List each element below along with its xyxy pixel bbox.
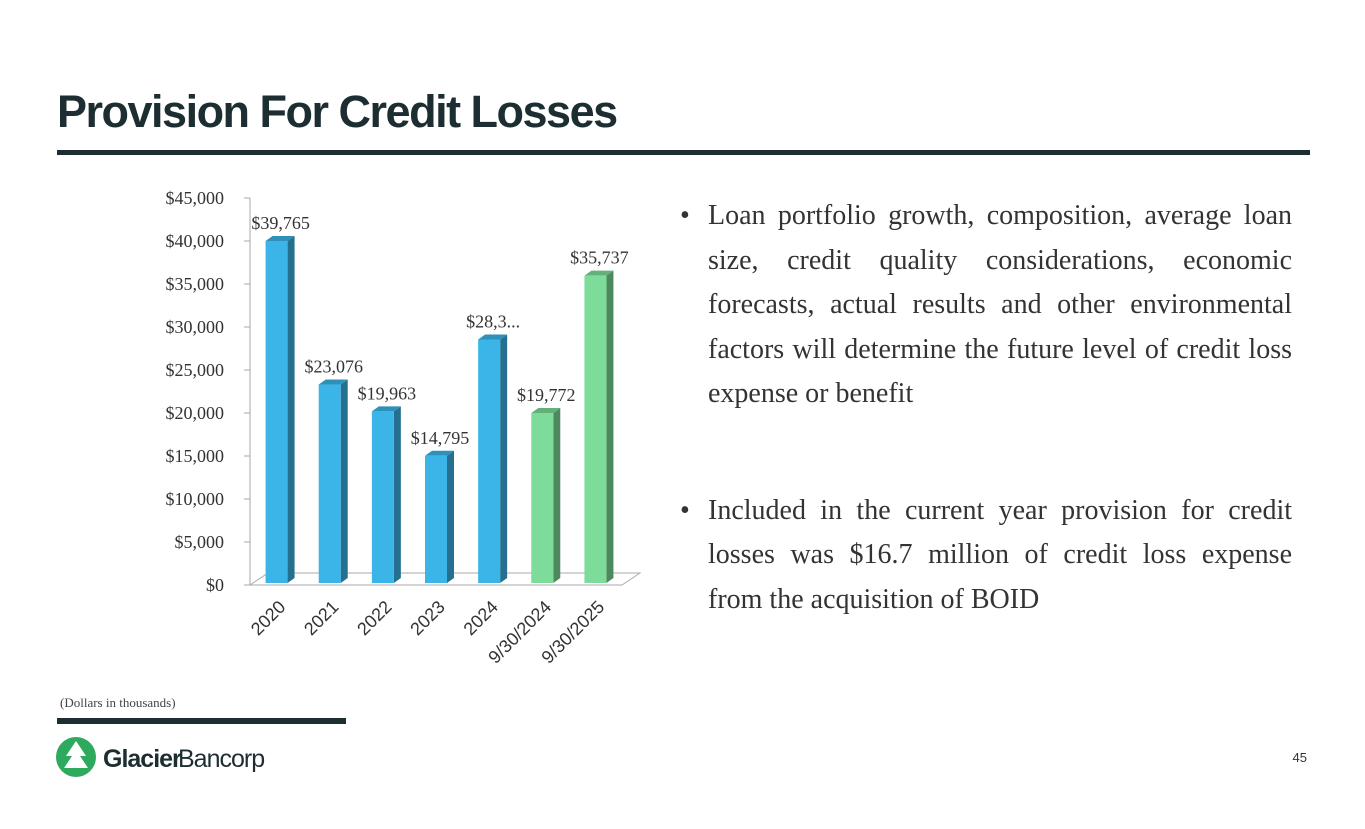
bar-side xyxy=(393,406,401,583)
bar xyxy=(425,455,447,583)
bar xyxy=(265,241,288,583)
y-tick-label: $10,000 xyxy=(166,489,225,509)
footer-rule xyxy=(57,718,346,724)
bar-top xyxy=(478,334,508,340)
y-tick-label: $45,000 xyxy=(166,188,225,208)
data-label: $14,795 xyxy=(411,428,470,448)
y-tick-label: $0 xyxy=(206,575,224,595)
bar xyxy=(371,411,394,583)
bar xyxy=(478,339,501,583)
bar-side xyxy=(447,450,454,583)
x-tick-label: 2023 xyxy=(406,597,448,639)
y-tick-label: $35,000 xyxy=(166,274,225,294)
x-tick-label: 2021 xyxy=(300,597,342,639)
bar xyxy=(531,412,554,583)
bar-side xyxy=(553,407,561,583)
title-rule xyxy=(57,150,1310,155)
data-label: $35,737 xyxy=(570,248,629,268)
y-tick-label: $5,000 xyxy=(175,532,225,552)
y-tick-label: $25,000 xyxy=(166,360,225,380)
page-number: 45 xyxy=(1293,750,1307,765)
data-label: $19,963 xyxy=(358,383,417,403)
bar xyxy=(584,275,607,583)
y-tick-label: $40,000 xyxy=(166,231,225,251)
y-tick-label: $30,000 xyxy=(166,317,225,337)
logo-tree xyxy=(64,741,88,768)
bar-top xyxy=(531,407,561,413)
slide-title: Provision For Credit Losses xyxy=(57,86,617,137)
bar-top xyxy=(265,236,295,242)
bullet: Included in the current year provision f… xyxy=(680,489,1292,623)
bullet: Loan portfolio growth, composition, aver… xyxy=(680,194,1292,417)
x-tick-label: 2020 xyxy=(247,597,289,639)
data-label: $28,3... xyxy=(466,311,520,331)
bar-top xyxy=(318,379,348,385)
logo-name: Glacier xyxy=(103,745,182,773)
bullet-list: Loan portfolio growth, composition, aver… xyxy=(680,194,1292,622)
bar xyxy=(318,384,341,583)
data-label: $19,772 xyxy=(517,385,576,405)
logo-suffix: Bancorp xyxy=(178,745,264,773)
bar-top xyxy=(584,270,614,276)
x-tick-label: 2024 xyxy=(460,597,502,639)
y-tick-label: $20,000 xyxy=(166,403,225,423)
bar-top xyxy=(371,406,401,412)
data-label: $23,076 xyxy=(304,357,363,377)
bar-side xyxy=(606,270,614,583)
footnote: (Dollars in thousands) xyxy=(60,695,176,710)
bar-side xyxy=(500,334,508,583)
y-tick-label: $15,000 xyxy=(166,446,225,466)
bar-side xyxy=(340,379,348,583)
bar-side xyxy=(287,236,295,583)
x-tick-label: 2022 xyxy=(353,597,395,639)
logo: Glacier Bancorp xyxy=(56,737,265,777)
data-label: $39,765 xyxy=(251,213,310,233)
bar-top xyxy=(425,450,454,456)
